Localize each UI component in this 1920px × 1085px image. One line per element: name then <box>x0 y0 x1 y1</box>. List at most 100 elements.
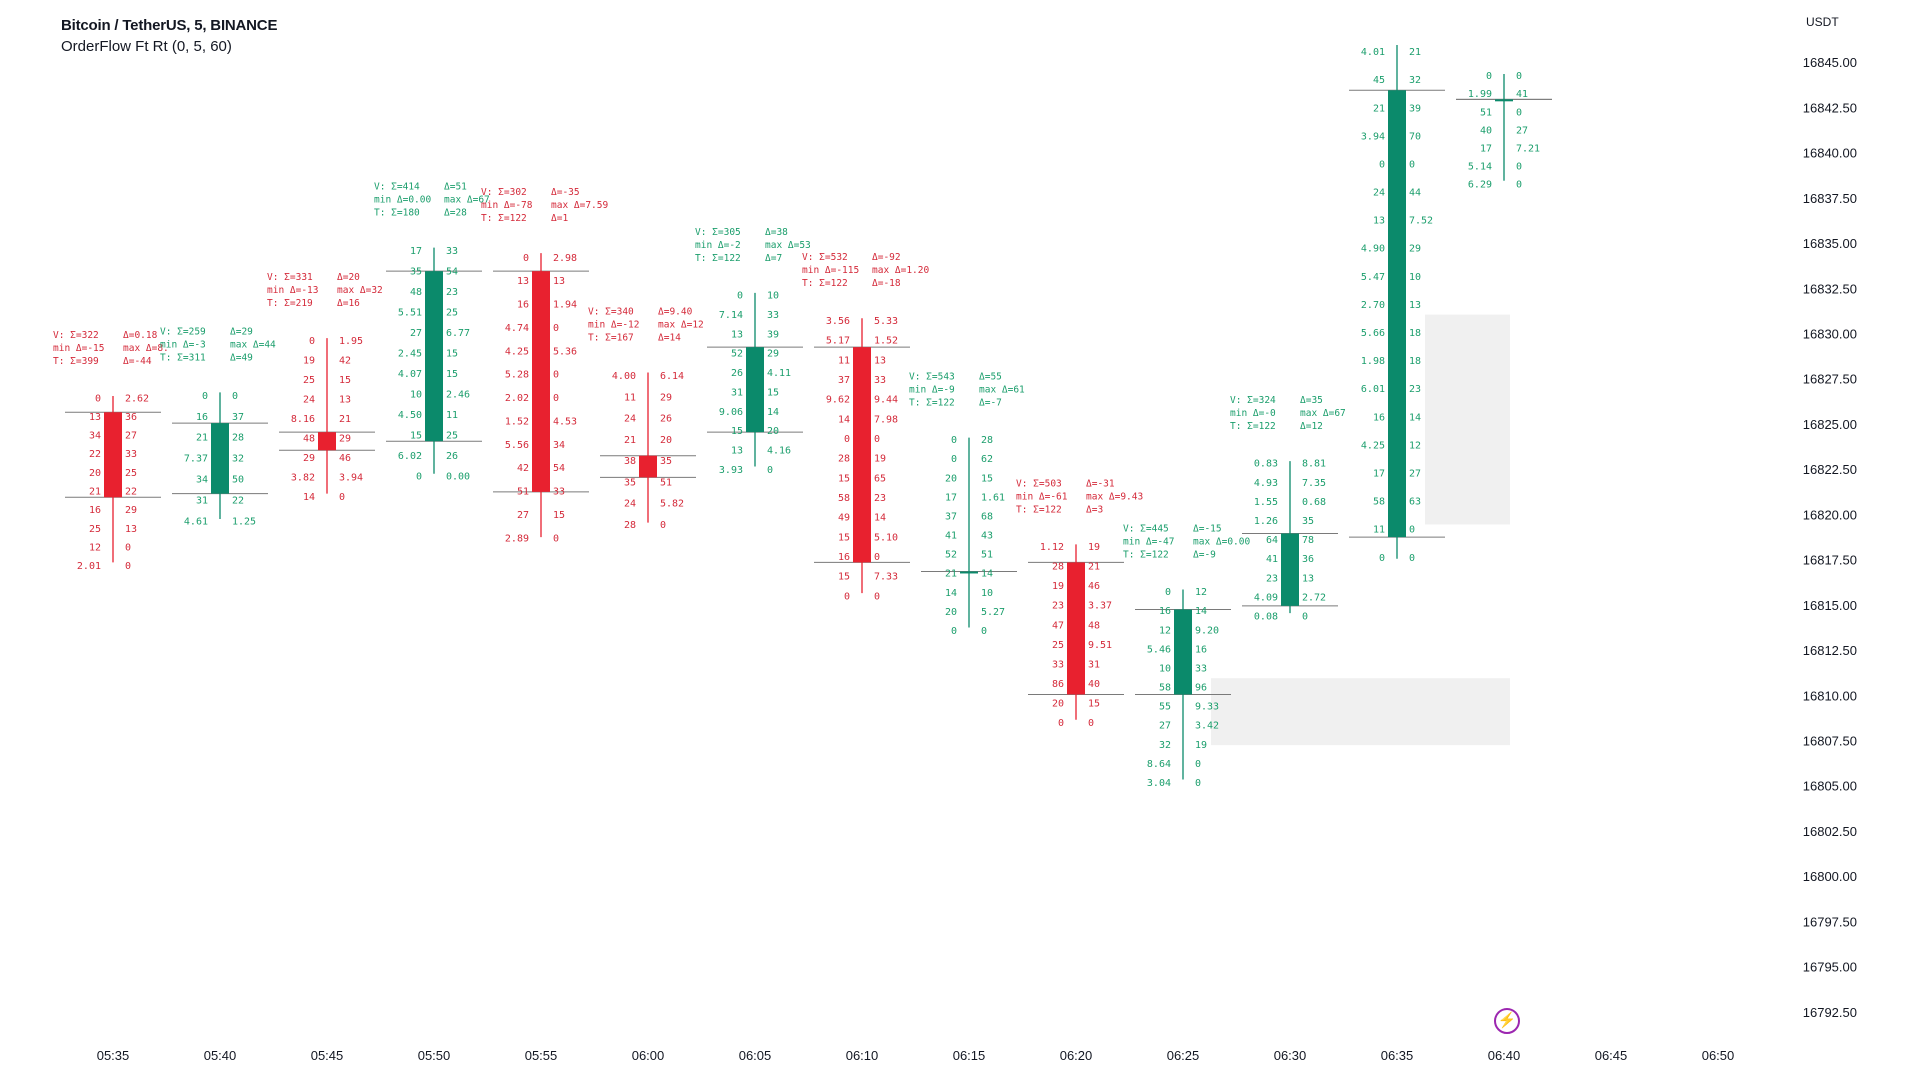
level-bid: 49 <box>838 513 850 524</box>
level-bid: 23 <box>1052 601 1064 612</box>
stat-left: T: Σ=219 <box>267 298 313 309</box>
level-bid: 20 <box>945 607 957 618</box>
level-bid: 35 <box>410 266 422 277</box>
level-bid: 3.04 <box>1147 778 1171 789</box>
level-bid: 58 <box>1373 497 1385 508</box>
study-title[interactable]: OrderFlow Ft Rt (0, 5, 60) <box>61 38 232 55</box>
level-ask: 9.44 <box>874 395 898 406</box>
level-bid: 5.56 <box>505 440 529 451</box>
stat-right: Δ=28 <box>444 208 467 219</box>
level-ask: 0 <box>553 323 559 334</box>
level-bid: 22 <box>89 449 101 460</box>
level-ask: 19 <box>1195 740 1207 751</box>
level-ask: 0 <box>1088 718 1094 729</box>
level-bid: 33 <box>1052 659 1064 670</box>
level-ask: 40 <box>1088 679 1100 690</box>
level-bid: 24 <box>624 499 636 510</box>
level-bid: 4.50 <box>398 410 422 421</box>
level-ask: 18 <box>1409 328 1421 339</box>
symbol-title[interactable]: Bitcoin / TetherUS, 5, BINANCE <box>61 17 278 34</box>
level-bid: 2.02 <box>505 393 529 404</box>
level-ask: 3.94 <box>339 472 363 483</box>
candles-layer: 0 2.62 13 36 34 27 22 33 20 25 21 22 16 29 25 13 12 0 2.01… <box>53 45 1552 789</box>
level-ask: 4.11 <box>767 368 791 379</box>
level-bid: 10 <box>1159 663 1171 674</box>
stat-right: max Δ=32 <box>337 285 383 296</box>
level-ask: 0 <box>1302 612 1308 623</box>
level-bid: 27 <box>517 510 529 521</box>
stat-left: min Δ=-47 <box>1123 537 1174 548</box>
candle-body-down <box>104 412 122 498</box>
candle-body-down <box>318 432 336 451</box>
candle-group: 0 1.95 19 42 25 15 24 13 8.16 21 48 29 29 46 3.82 3.94 1… <box>267 272 383 503</box>
level-bid: 0 <box>951 626 957 637</box>
level-bid: 25 <box>303 375 315 386</box>
y-tick-label: 16820.00 <box>1803 507 1857 522</box>
candle-group: 0 0 1.99 41 51 0 40 27 17 7.21 5.14 0 6.29 0 <box>1456 71 1552 191</box>
level-bid: 13 <box>731 445 743 456</box>
level-bid: 17 <box>410 246 422 257</box>
stat-left: T: Σ=122 <box>695 253 741 264</box>
stat-left: V: Σ=302 <box>481 187 527 198</box>
lightning-icon[interactable]: ⚡ <box>1494 1008 1520 1034</box>
level-bid: 28 <box>838 454 850 465</box>
stat-left: T: Σ=399 <box>53 356 99 367</box>
level-bid: 4.25 <box>505 346 529 357</box>
y-tick-label: 16805.00 <box>1803 779 1857 794</box>
level-ask: 33 <box>446 246 458 257</box>
y-tick-label: 16815.00 <box>1803 598 1857 613</box>
stat-left: min Δ=-9 <box>909 385 955 396</box>
level-bid: 17 <box>1373 468 1385 479</box>
level-ask: 23 <box>446 287 458 298</box>
level-ask: 44 <box>1409 188 1421 199</box>
level-ask: 13 <box>339 394 351 405</box>
level-bid: 16 <box>89 505 101 516</box>
level-ask: 9.51 <box>1088 640 1112 651</box>
level-ask: 14 <box>874 513 886 524</box>
level-bid: 8.16 <box>291 414 315 425</box>
level-bid: 51 <box>517 487 529 498</box>
level-bid: 48 <box>303 433 315 444</box>
stat-right: Δ=35 <box>1300 395 1323 406</box>
stat-left: min Δ=-3 <box>160 339 206 350</box>
candle-body-up <box>746 347 764 433</box>
level-ask: 21 <box>1409 47 1421 58</box>
level-ask: 43 <box>981 531 993 542</box>
candle-body-down <box>532 271 550 492</box>
y-tick-label: 16835.00 <box>1803 236 1857 251</box>
level-bid: 24 <box>624 414 636 425</box>
level-bid: 15 <box>410 431 422 442</box>
level-bid: 20 <box>1052 698 1064 709</box>
level-ask: 2.72 <box>1302 592 1326 603</box>
level-ask: 5.33 <box>874 316 898 327</box>
level-bid: 7.37 <box>184 454 208 465</box>
level-ask: 15 <box>339 375 351 386</box>
level-ask: 33 <box>553 487 565 498</box>
level-ask: 1.52 <box>874 336 898 347</box>
level-ask: 33 <box>874 375 886 386</box>
candle-group: 17 33 35 54 48 23 5.51 25 27 6.77 2.45 15 4.07 15 10 2.… <box>374 182 490 483</box>
level-ask: 33 <box>125 449 137 460</box>
level-bid: 16 <box>1159 606 1171 617</box>
level-bid: 5.17 <box>826 336 850 347</box>
level-ask: 14 <box>1195 606 1207 617</box>
level-ask: 1.61 <box>981 492 1005 503</box>
stat-left: T: Σ=167 <box>588 332 634 343</box>
candle-group: 0 0 16 37 21 28 7.37 32 34 50 31 22 4.61 1.25 V: Σ=259… <box>160 326 276 527</box>
chart-legend[interactable]: Bitcoin / TetherUS, 5, BINANCE OrderFlow… <box>61 17 277 55</box>
level-ask: 5.27 <box>981 607 1005 618</box>
level-ask: 1.94 <box>553 300 577 311</box>
level-bid: 3.93 <box>719 465 743 476</box>
level-bid: 4.01 <box>1361 47 1385 58</box>
level-ask: 14 <box>981 569 993 580</box>
level-bid: 64 <box>1266 535 1278 546</box>
level-ask: 29 <box>339 433 351 444</box>
stat-left: min Δ=-115 <box>802 265 859 276</box>
level-ask: 0 <box>1516 180 1522 191</box>
level-bid: 4.61 <box>184 517 208 528</box>
candle-body-up <box>1281 533 1299 606</box>
level-ask: 7.52 <box>1409 216 1433 227</box>
x-tick-label: 05:45 <box>311 1048 344 1063</box>
